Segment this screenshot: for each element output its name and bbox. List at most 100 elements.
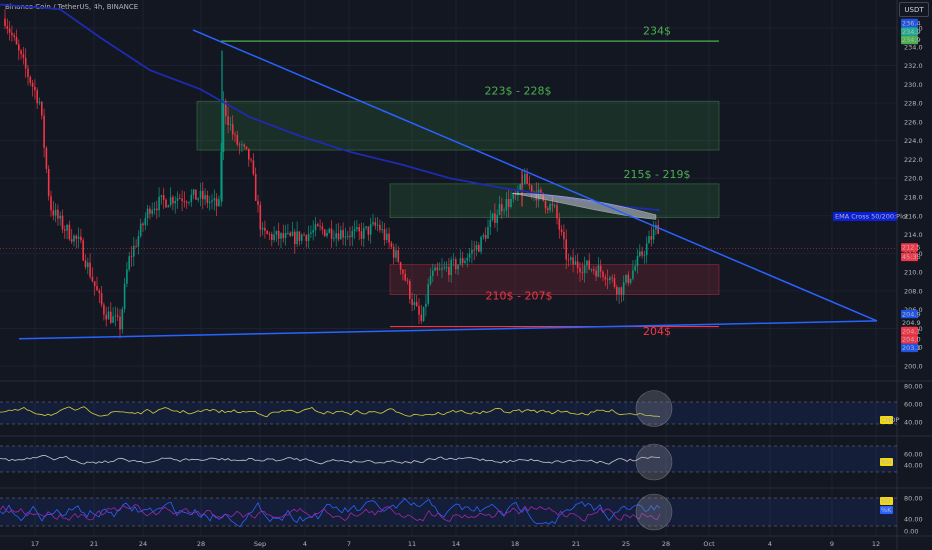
candle-body <box>344 236 347 238</box>
candle-body <box>34 86 36 91</box>
candle-body <box>312 230 314 233</box>
time-tick: 18 <box>511 540 519 548</box>
candle-body <box>526 173 528 184</box>
time-tick: 21 <box>572 540 580 548</box>
price-tick: 210.0 <box>904 269 923 277</box>
candle-body <box>70 239 73 242</box>
candle-body <box>641 251 643 256</box>
pane-name: CHOP <box>881 416 900 424</box>
candle-body <box>73 235 75 242</box>
price-tick: 232.0 <box>904 62 923 70</box>
candle-body <box>172 197 174 204</box>
candle-body <box>505 198 508 211</box>
pane-badge <box>880 506 893 514</box>
time-tick: 14 <box>452 540 460 548</box>
price-label: 204.1 <box>902 327 921 335</box>
candle-body <box>130 256 133 258</box>
candle-body <box>80 236 82 241</box>
candle-body <box>307 233 310 241</box>
candle-body <box>340 230 342 240</box>
price-label: 234.9 <box>902 36 921 44</box>
candle-body <box>18 44 20 51</box>
candle-body <box>572 257 574 265</box>
candle-body <box>657 224 659 235</box>
pane-name: SD <box>881 497 890 505</box>
candle-body <box>464 260 466 264</box>
candle-body <box>57 209 59 219</box>
candle-body <box>482 235 485 237</box>
time-tick: Sep <box>254 540 266 548</box>
candle-body <box>595 270 597 277</box>
candle-body <box>153 208 156 211</box>
candle-body <box>498 204 501 216</box>
candle-body <box>185 202 188 204</box>
price-tick: 226.0 <box>904 118 923 126</box>
candle-body <box>583 265 586 274</box>
candle-body <box>356 227 358 230</box>
candle-body <box>507 198 510 208</box>
candle-body <box>381 229 383 231</box>
price-label-bg <box>901 18 918 28</box>
candle-body <box>169 197 172 206</box>
price-label-bg <box>901 335 918 344</box>
time-tick: 4 <box>303 540 307 548</box>
candle-body <box>208 201 211 203</box>
price-label: 204.9 <box>902 319 921 327</box>
time-tick: 28 <box>662 540 670 548</box>
indicator-label: EMA Cross 50/200:Plot <box>835 213 909 221</box>
candle-body <box>367 226 370 235</box>
candle-body <box>75 235 78 239</box>
time-tick: 12 <box>872 540 880 548</box>
pane-badge <box>880 497 893 505</box>
candle-body <box>648 236 650 244</box>
candle-body <box>82 240 84 261</box>
candle-body <box>484 235 487 239</box>
candle-body <box>478 244 480 252</box>
candle-body <box>8 28 11 33</box>
candle-body <box>310 232 312 234</box>
candle-body <box>289 232 291 236</box>
descending-trendline <box>192 29 878 322</box>
time-tick: 25 <box>622 540 630 548</box>
candle-body <box>487 227 489 239</box>
candle-body <box>597 265 600 277</box>
candle-body <box>650 236 653 240</box>
price-label: 204.0 <box>902 336 921 344</box>
candle-body <box>517 189 519 196</box>
candle-body <box>93 281 96 287</box>
candle-body <box>202 190 204 200</box>
candle-body <box>645 243 648 255</box>
candle-body <box>330 228 333 239</box>
candle-body <box>236 135 239 145</box>
candle-body <box>512 193 515 199</box>
candle-body <box>204 194 206 200</box>
candle-body <box>77 236 80 239</box>
candle-body <box>190 194 193 202</box>
candle-body <box>349 235 351 238</box>
candle-body <box>96 286 98 291</box>
candle-body <box>273 234 275 240</box>
candle-body <box>179 198 181 199</box>
candle-body <box>369 224 372 235</box>
ema-cross-cloud <box>511 192 657 220</box>
price-tick: 218.0 <box>904 194 923 202</box>
candle-body <box>524 173 526 184</box>
candle-body <box>335 233 337 239</box>
candle-body <box>162 195 165 200</box>
candle-body <box>15 36 18 45</box>
candle-body <box>238 144 241 146</box>
candle-body <box>544 200 547 209</box>
candle-body <box>234 134 236 136</box>
price-label: 203.1 <box>902 344 921 352</box>
candle-body <box>158 196 160 211</box>
candle-body <box>27 68 29 77</box>
price-label: 236.4 <box>902 19 921 27</box>
candle-body <box>489 219 492 228</box>
currency-button[interactable]: USDT <box>899 2 929 17</box>
pane-tick: 0.00 <box>904 528 918 536</box>
candle-body <box>443 267 446 269</box>
candle-body <box>549 204 551 211</box>
candle-body <box>100 293 103 305</box>
candle-body <box>241 144 243 146</box>
